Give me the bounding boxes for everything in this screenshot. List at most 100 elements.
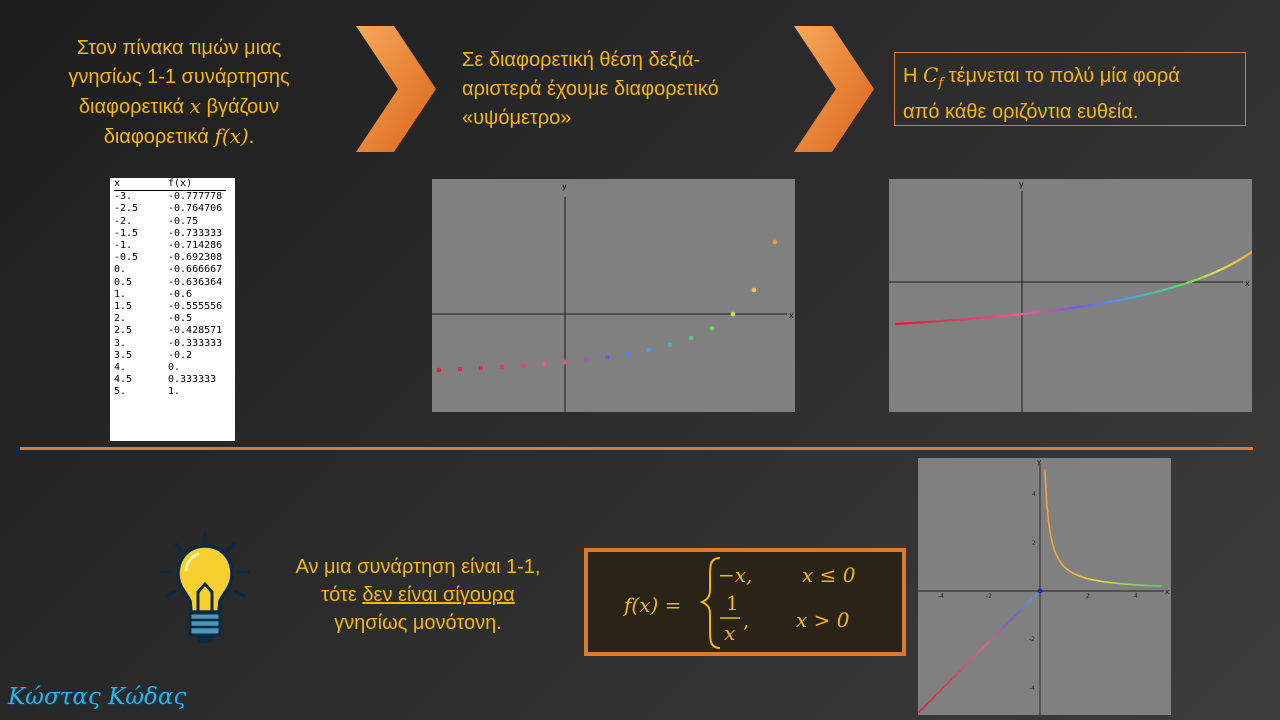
table-cell-fx: -0.333333	[168, 337, 223, 349]
y-tick-label: -4	[1029, 685, 1035, 692]
table-cell-x: 1.	[114, 288, 127, 300]
table-row: -2.5 -0.764706	[114, 203, 226, 215]
left-branch-segment	[1006, 620, 1011, 625]
data-point	[625, 351, 631, 357]
table-row: 0.5 -0.636364	[114, 277, 226, 289]
claim-line1: Αν μια συνάρτηση είναι 1-1,	[295, 556, 541, 578]
case2-numerator: 1	[726, 591, 739, 615]
left-branch-segment	[936, 690, 941, 695]
table-row: 4.5 0.333333	[114, 374, 226, 386]
left-branch-segment	[948, 678, 953, 683]
data-point	[457, 366, 463, 372]
left-branch-segment	[1027, 599, 1032, 604]
right-branch-segment	[1046, 504, 1050, 524]
case1-expr: −x,	[718, 563, 752, 587]
table-cell-fx: -0.666667	[168, 264, 223, 276]
x-tick-label: -4	[938, 593, 944, 600]
left-branch-segment	[1018, 608, 1023, 613]
left-branch-segment	[1012, 614, 1017, 619]
left-branch-segment	[945, 681, 950, 686]
curve-plot: x y	[889, 179, 1252, 412]
table-cell-fx: -0.692308	[168, 252, 223, 264]
left-branch-segment	[951, 675, 956, 680]
right-branch-segment	[1053, 550, 1058, 556]
table-cell-fx: 1.	[168, 386, 181, 398]
table-cell-fx: -0.764706	[168, 203, 223, 215]
left-branch-segment	[978, 648, 983, 653]
left-branch-segment	[1021, 605, 1026, 610]
curve-segment	[1228, 261, 1237, 267]
table-cell-fx: -0.6	[168, 288, 193, 300]
curve-segment	[1240, 254, 1249, 260]
left-branch-segment	[993, 632, 999, 638]
right-branch-segment	[1065, 567, 1069, 571]
data-point	[520, 363, 526, 368]
table-cell-x: 1.5	[114, 301, 133, 313]
table-header-row: x f(x)	[114, 178, 227, 192]
table-cell-x: 4.	[114, 362, 127, 374]
left-branch-segment	[927, 699, 932, 704]
right-branch-segment	[1067, 569, 1071, 573]
data-point	[499, 364, 505, 370]
formula-lhs: f(x) =	[622, 593, 681, 617]
table-cell-x: 0.5	[114, 276, 133, 288]
table-row: 1. -0.6	[114, 289, 226, 301]
right-branch-segment	[1079, 575, 1083, 578]
left-branch-segment	[930, 696, 935, 701]
table-row: 4. 0.	[114, 362, 226, 374]
left-branch-segment	[1015, 611, 1020, 616]
claim-line2: τότε δεν είναι σίγουρα	[321, 584, 515, 606]
right-branch-segment	[1049, 535, 1054, 545]
right-branch-segment	[1071, 571, 1075, 575]
step2-line2: αριστερά έχουμε διαφορετικό	[462, 78, 719, 100]
table-cell-x: 2.5	[114, 325, 133, 337]
x-tick-label: 2	[1086, 593, 1090, 600]
step2-line1: Σε διαφορετική θέση δεξιά-	[462, 49, 701, 71]
table-row: -1.5 -0.733333	[114, 228, 226, 240]
left-branch-segment	[972, 654, 977, 659]
step2-line3: «υψόμετρο»	[462, 107, 572, 129]
data-point	[436, 367, 442, 373]
left-branch-segment	[1009, 617, 1014, 622]
table-cell-x: 3.	[114, 337, 127, 349]
chevron-arrow-icon	[356, 26, 436, 152]
table-cell-x: -0.5	[114, 252, 139, 264]
value-table: x f(x) -3. -0.777778 -2.5 -0.764706 -2. -0.75…	[110, 178, 235, 441]
table-cell-fx: -0.428571	[168, 325, 223, 337]
case1-condition: x ≤ 0	[802, 563, 856, 587]
claim-line3: γνησίως μονότονη.	[334, 612, 502, 634]
left-branch-segment	[981, 645, 986, 650]
right-branch-segment	[1077, 574, 1081, 577]
left-branch-segment	[1002, 623, 1008, 629]
left-branch-segment	[969, 657, 974, 662]
formula-box: f(x) = −x, x ≤ 0 1 x , x > 0	[584, 548, 906, 656]
left-branch-segment	[1030, 596, 1035, 601]
left-branch-segment	[924, 702, 929, 707]
y-axis-label: y	[1037, 458, 1041, 466]
section-divider	[20, 447, 1253, 450]
left-branch-segment	[1024, 602, 1029, 607]
left-branch-segment	[984, 642, 989, 647]
table-row: -1. -0.714286	[114, 240, 226, 252]
table-row: 1.5 -0.555556	[114, 301, 226, 313]
left-branch-segment	[957, 669, 962, 674]
x-axis-label: x	[789, 311, 794, 320]
right-branch-segment	[1051, 544, 1056, 551]
svg-text:,: ,	[743, 608, 749, 632]
x-axis-label: x	[1245, 279, 1250, 288]
left-branch-segment	[920, 705, 926, 711]
table-header-fx: f(x)	[168, 178, 227, 192]
table-cell-fx: -0.2	[168, 349, 193, 361]
table-row: 3. -0.333333	[114, 338, 226, 350]
step3-line2: από κάθε οριζόντια ευθεία.	[903, 101, 1139, 123]
left-branch-segment	[942, 684, 947, 689]
y-tick-label: 4	[1032, 491, 1036, 498]
step3-box: Η Cf τέμνεται το πολύ μία φορά από κάθε …	[894, 52, 1246, 126]
right-branch-segment	[1063, 566, 1067, 570]
left-branch-segment	[966, 660, 971, 665]
author-signature: Κώστας Κώδας	[8, 684, 187, 710]
step1-text: Στον πίνακα τιμών μιας γνησίως 1-1 συνάρ…	[38, 34, 320, 152]
table-cell-fx: -0.733333	[168, 227, 223, 239]
step1-line4: διαφορετικά f(x).	[103, 124, 255, 148]
right-branch-segment	[1044, 469, 1048, 505]
